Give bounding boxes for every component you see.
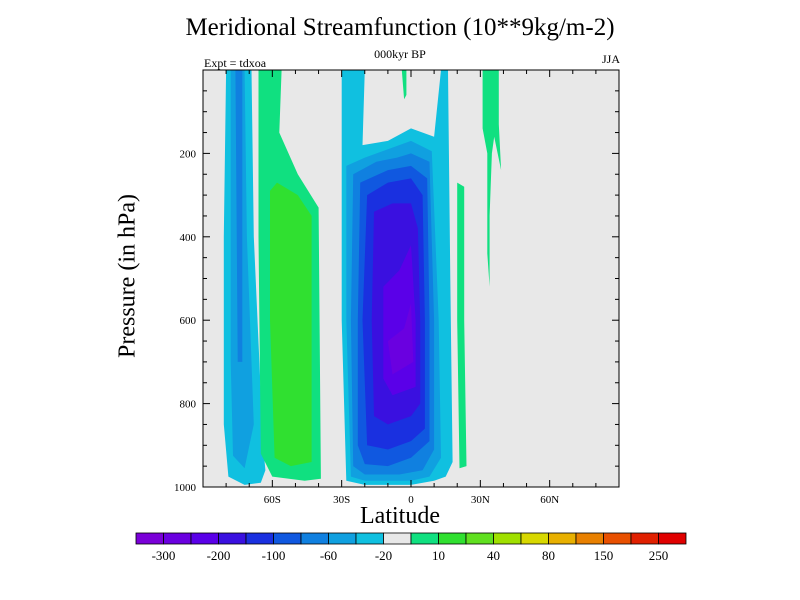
y-tick-label: 800: [180, 399, 197, 411]
y-tick-label: 1000: [174, 482, 197, 494]
colorbar-swatch: [493, 532, 522, 545]
contour-nh-positive-lower: [457, 182, 467, 469]
colorbar-label: -60: [320, 548, 337, 563]
colorbar-swatch: [575, 532, 604, 545]
colorbar-swatch: [410, 532, 439, 545]
x-tick-label: 30N: [471, 494, 490, 506]
colorbar-swatch: [135, 532, 164, 545]
contour-nh-positive-upper: [482, 70, 502, 287]
contour-sh-positive-core: [270, 182, 312, 467]
colorbar-swatch: [630, 532, 659, 545]
colorbar-swatch: [273, 532, 302, 545]
contour-hadley-level-8: [387, 303, 414, 375]
x-tick-label: 60S: [264, 494, 281, 506]
colorbar-swatch: [355, 532, 384, 545]
colorbar-swatch: [438, 532, 467, 545]
colorbar-label: -20: [375, 548, 392, 563]
colorbar-swatch: [300, 532, 329, 545]
colorbar-label: -200: [207, 548, 231, 563]
chart-title: Meridional Streamfunction (10**9kg/m-2): [185, 14, 615, 41]
x-axis-label: Latitude: [360, 503, 440, 529]
chart-subtitle: 000kyr BP: [374, 47, 426, 61]
colorbar-swatch: [218, 532, 247, 545]
colorbar-label: 150: [594, 548, 614, 563]
colorbar-swatch: [465, 532, 494, 545]
y-tick-label: 400: [180, 232, 197, 244]
colorbar-label: 80: [542, 548, 555, 563]
colorbar-swatch: [190, 532, 219, 545]
season-label: JJA: [601, 52, 620, 66]
colorbar-label: 10: [432, 548, 445, 563]
colorbar-swatch: [245, 532, 274, 545]
colorbar-swatch: [548, 532, 577, 545]
colorbar-swatch: [328, 532, 357, 545]
colorbar-label: -300: [152, 548, 176, 563]
colorbar-label: -100: [262, 548, 286, 563]
colorbar-swatch: [520, 532, 549, 545]
colorbar-swatch: [658, 532, 687, 545]
colorbar-swatch: [163, 532, 192, 545]
x-tick-label: 0: [408, 494, 414, 506]
x-tick-label: 60N: [540, 494, 559, 506]
colorbar-label: 40: [487, 548, 500, 563]
contour-sh-band-core: [235, 70, 243, 362]
colorbar-swatch: [383, 532, 412, 545]
colorbar-label: 250: [649, 548, 669, 563]
y-tick-label: 600: [180, 315, 197, 327]
contour-top-positive-sliver: [401, 70, 407, 100]
y-tick-label: 200: [180, 148, 197, 160]
x-tick-label: 30S: [333, 494, 350, 506]
experiment-label: Expt = tdxoa: [204, 56, 267, 70]
colorbar-swatch: [603, 532, 632, 545]
